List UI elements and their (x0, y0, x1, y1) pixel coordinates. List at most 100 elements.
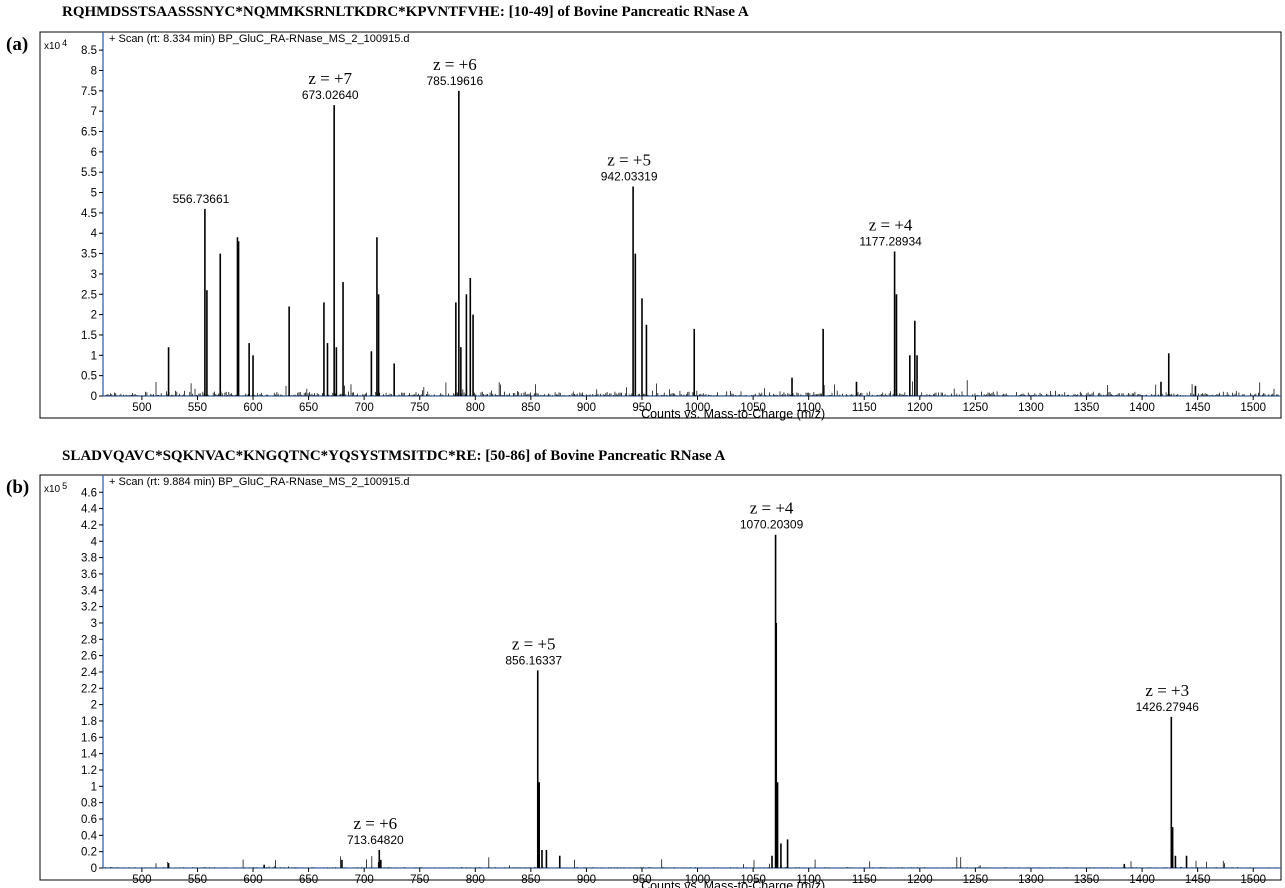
y-tick-label: 4 (91, 228, 98, 240)
y-tick-label: 3.2 (81, 602, 97, 614)
panel-a-scale-exponent: 4 (62, 38, 68, 48)
y-tick-label: 3 (91, 618, 97, 630)
x-tick-label: 1200 (907, 402, 933, 414)
x-tick-label: 1050 (740, 874, 766, 886)
y-tick-label: 2 (91, 310, 97, 322)
scan-label: + Scan (rt: 9.884 min) BP_GluC_RA-RNase_… (109, 476, 410, 488)
peak-charge-label: z = +4 (750, 499, 794, 518)
peak-mz-label: 942.03319 (601, 169, 658, 183)
x-tick-label: 1400 (1129, 874, 1155, 886)
y-tick-label: 1 (91, 781, 97, 793)
panel-a-tag: (a) (6, 34, 29, 55)
x-tick-label: 800 (466, 402, 485, 414)
x-tick-label: 900 (577, 874, 596, 886)
peak-charge-label: z = +5 (512, 634, 556, 653)
x-tick-label: 600 (243, 402, 262, 414)
peak-charge-label: z = +3 (1145, 681, 1189, 700)
x-tick-label: 800 (466, 874, 485, 886)
panel-b-scale-prefix: x10 (44, 484, 61, 495)
y-tick-label: 2.4 (81, 667, 98, 679)
y-tick-label: 4.4 (81, 504, 98, 516)
x-tick-label: 1300 (1018, 402, 1044, 414)
x-tick-label: 550 (188, 874, 207, 886)
panel-b-scale: x10 5 (44, 481, 68, 495)
y-tick-label: 6 (91, 147, 97, 159)
panel-a-scale: x10 4 (44, 38, 68, 52)
peak-charge-label: z = +7 (308, 69, 352, 88)
y-tick-label: 4.5 (81, 208, 97, 220)
y-tick-label: 3.5 (81, 249, 97, 261)
y-tick-label: 2.5 (81, 289, 97, 301)
y-tick-label: 4 (91, 536, 98, 548)
plot-frame (39, 474, 1282, 881)
panel-b-scale-exponent: 5 (62, 481, 68, 491)
panel-a-spectrum: + Scan (rt: 8.334 min) BP_GluC_RA-RNase_… (39, 31, 1282, 421)
x-tick-label: 1250 (963, 874, 989, 886)
y-tick-label: 4.2 (81, 520, 97, 532)
peak-charge-label: z = +5 (607, 150, 651, 169)
y-tick-label: 0.8 (81, 798, 97, 810)
panel-a-scale-prefix: x10 (44, 41, 61, 52)
panel-a-title: RQHMDSSTSAASSSNYC*NQMMKSRNLTKDRC*KPVNTFV… (62, 4, 749, 20)
x-tick-label: 900 (577, 402, 596, 414)
x-tick-label: 1100 (796, 874, 821, 886)
plot-frame (39, 31, 1282, 419)
y-tick-label: 8 (91, 65, 97, 77)
y-tick-label: 3.8 (81, 553, 97, 565)
x-tick-label: 700 (355, 874, 374, 886)
y-tick-label: 1.6 (81, 732, 97, 744)
y-tick-label: 2 (91, 700, 97, 712)
x-tick-label: 850 (521, 402, 540, 414)
x-tick-label: 1150 (852, 402, 877, 414)
y-tick-label: 0 (91, 863, 97, 875)
x-tick-label: 1250 (963, 402, 989, 414)
x-tick-label: 1300 (1018, 874, 1044, 886)
x-tick-label: 950 (632, 402, 651, 414)
peak-mz-label: 856.16337 (505, 653, 562, 667)
y-tick-label: 0.2 (81, 847, 97, 859)
x-tick-label: 1500 (1240, 874, 1266, 886)
y-tick-label: 0.4 (81, 830, 98, 842)
y-tick-label: 3 (91, 269, 97, 281)
x-axis-label: Counts vs. Mass-to-Charge (m/z) (641, 407, 825, 421)
x-tick-label: 850 (521, 874, 540, 886)
peak-mz-label: 1426.27946 (1136, 700, 1200, 714)
peak-mz-label: 713.64820 (347, 833, 404, 847)
y-tick-label: 1 (91, 350, 97, 362)
y-tick-label: 7.5 (81, 86, 97, 98)
x-tick-label: 1000 (685, 874, 711, 886)
y-tick-label: 3.6 (81, 569, 97, 581)
x-tick-label: 650 (299, 874, 318, 886)
x-tick-label: 550 (188, 402, 207, 414)
peak-mz-label: 785.19616 (426, 74, 483, 88)
y-tick-label: 1.8 (81, 716, 97, 728)
x-tick-label: 950 (632, 874, 651, 886)
x-tick-label: 750 (410, 874, 429, 886)
y-tick-label: 3.4 (81, 585, 98, 597)
baseline-noise (104, 380, 1279, 396)
panel-b-title: SLADVQAVC*SQKNVAC*KNGQTNC*YQSYSTMSITDC*R… (62, 448, 726, 464)
x-axis-label: Counts vs. Mass-to-Charge (m/z) (641, 879, 825, 888)
x-tick-label: 750 (410, 402, 429, 414)
peak-charge-label: z = +6 (353, 814, 397, 833)
x-tick-label: 1350 (1074, 874, 1100, 886)
y-tick-label: 2.6 (81, 651, 97, 663)
baseline-noise (104, 856, 1279, 868)
peak-mz-label: 556.73661 (173, 192, 230, 206)
x-tick-label: 1200 (907, 874, 933, 886)
peak-mz-label: 1177.28934 (859, 235, 922, 249)
y-tick-label: 8.5 (81, 45, 97, 57)
x-tick-label: 500 (132, 402, 151, 414)
y-tick-label: 1.5 (81, 330, 97, 342)
panel-b-tag: (b) (6, 477, 30, 498)
peak-charge-label: z = +4 (869, 216, 913, 235)
x-tick-label: 650 (299, 402, 318, 414)
peak-mz-label: 673.02640 (302, 88, 359, 102)
y-tick-label: 5 (91, 188, 97, 200)
y-tick-label: 5.5 (81, 167, 97, 179)
y-tick-label: 4.6 (81, 487, 97, 499)
y-tick-label: 0 (91, 391, 97, 403)
x-tick-label: 700 (355, 402, 374, 414)
x-tick-label: 1350 (1074, 402, 1100, 414)
